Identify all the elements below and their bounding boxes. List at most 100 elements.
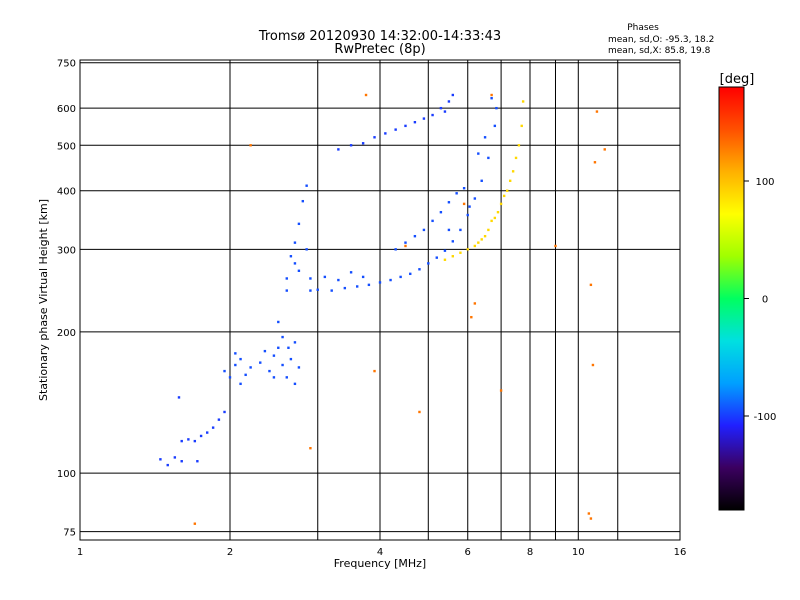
data-point bbox=[493, 124, 497, 128]
data-point bbox=[413, 121, 417, 124]
data-point bbox=[180, 439, 183, 443]
data-point bbox=[293, 382, 297, 386]
x-tick-label: 2 bbox=[227, 547, 233, 558]
data-point bbox=[364, 93, 368, 97]
colorbar bbox=[718, 86, 745, 511]
y-tick-label: 200 bbox=[57, 328, 76, 339]
data-point bbox=[199, 434, 203, 438]
data-point bbox=[477, 152, 480, 155]
data-point bbox=[483, 136, 487, 139]
y-axis-ticks: 75 100 200 300 400 500 600 750 bbox=[57, 59, 76, 539]
data-point bbox=[193, 522, 197, 525]
colorbar-tick-label: 0 bbox=[762, 295, 768, 306]
data-point bbox=[487, 156, 490, 160]
data-point bbox=[480, 179, 483, 182]
data-point bbox=[470, 315, 473, 319]
y-axis-label: Stationary phase Virtual Height [km] bbox=[37, 199, 50, 401]
y-tick-label: 300 bbox=[57, 245, 76, 256]
data-point bbox=[343, 286, 347, 290]
data-point bbox=[521, 100, 525, 103]
data-point bbox=[499, 202, 503, 206]
data-point bbox=[473, 244, 477, 248]
data-point bbox=[422, 117, 426, 120]
data-point bbox=[466, 248, 469, 251]
data-point bbox=[337, 148, 340, 151]
data-point bbox=[418, 268, 421, 271]
data-point bbox=[187, 438, 190, 441]
y-tick-label: 400 bbox=[57, 187, 76, 198]
data-point bbox=[520, 124, 523, 128]
data-point bbox=[159, 458, 162, 461]
x-tick-label: 8 bbox=[527, 547, 533, 558]
data-point bbox=[466, 213, 469, 217]
data-point bbox=[490, 93, 493, 97]
data-point bbox=[447, 100, 451, 103]
data-point bbox=[495, 106, 498, 110]
data-point bbox=[459, 228, 462, 232]
y-tick-label: 75 bbox=[63, 528, 76, 539]
x-axis-ticks: 1 2 4 6 8 10 16 bbox=[77, 547, 687, 558]
data-point bbox=[173, 456, 177, 459]
phases-x-stats: mean, sd,X: 85.8, 19.8 bbox=[608, 46, 711, 56]
data-point bbox=[293, 262, 297, 265]
data-point bbox=[508, 179, 512, 182]
data-point bbox=[223, 410, 226, 414]
data-point bbox=[277, 346, 280, 349]
data-point bbox=[239, 382, 242, 386]
data-point bbox=[399, 275, 402, 279]
colorbar-ticks: 100 0 -100 bbox=[744, 177, 776, 423]
data-point bbox=[473, 302, 477, 305]
data-point bbox=[591, 363, 595, 367]
data-point bbox=[499, 389, 503, 392]
data-point bbox=[443, 249, 447, 252]
data-point bbox=[595, 110, 599, 113]
data-point bbox=[451, 240, 455, 243]
data-point bbox=[293, 241, 297, 244]
data-point bbox=[293, 341, 297, 344]
data-point bbox=[268, 369, 271, 373]
data-point bbox=[309, 289, 312, 292]
data-point bbox=[316, 288, 319, 291]
data-point bbox=[477, 241, 480, 244]
data-point bbox=[427, 262, 430, 265]
data-point bbox=[234, 352, 237, 355]
data-point bbox=[367, 283, 371, 287]
data-point bbox=[490, 97, 493, 100]
x-tick-label: 4 bbox=[377, 547, 383, 558]
data-point bbox=[217, 418, 221, 421]
data-point bbox=[517, 144, 521, 147]
data-point bbox=[447, 228, 451, 232]
data-point bbox=[330, 289, 333, 292]
plot-frame bbox=[79, 59, 681, 541]
data-point bbox=[389, 278, 392, 282]
data-point bbox=[196, 460, 199, 463]
y-tick-label: 500 bbox=[57, 141, 76, 152]
data-point bbox=[459, 251, 462, 254]
data-point bbox=[473, 197, 477, 200]
data-point bbox=[244, 373, 247, 377]
x-tick-label: 6 bbox=[465, 547, 471, 558]
data-point bbox=[193, 439, 197, 443]
data-point bbox=[589, 283, 593, 287]
data-point bbox=[496, 210, 500, 214]
data-point bbox=[301, 199, 305, 203]
data-point bbox=[431, 113, 434, 117]
y-tick-label: 100 bbox=[57, 469, 76, 480]
data-point bbox=[297, 222, 301, 226]
data-point bbox=[493, 216, 497, 220]
data-point bbox=[289, 255, 293, 258]
data-point bbox=[554, 244, 557, 248]
data-point bbox=[272, 376, 276, 379]
data-point bbox=[281, 335, 284, 339]
data-point bbox=[451, 93, 455, 97]
data-point bbox=[443, 110, 447, 113]
data-point bbox=[378, 281, 382, 284]
data-point bbox=[211, 426, 215, 429]
data-point bbox=[439, 106, 443, 110]
x-tick-label: 10 bbox=[572, 547, 585, 558]
data-point bbox=[468, 205, 471, 208]
data-point bbox=[285, 277, 288, 280]
data-point bbox=[287, 346, 290, 349]
data-point bbox=[490, 219, 493, 223]
